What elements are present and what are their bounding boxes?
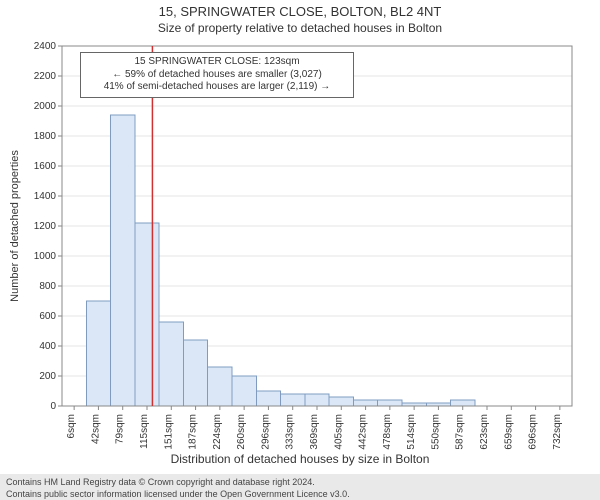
histogram-bar xyxy=(281,394,305,406)
x-tick-label: 296sqm xyxy=(260,414,271,450)
footer-line-1: Contains HM Land Registry data © Crown c… xyxy=(6,477,594,489)
x-tick-label: 514sqm xyxy=(406,414,417,450)
histogram-bar xyxy=(111,115,135,406)
x-tick-label: 550sqm xyxy=(430,414,441,450)
x-tick-label: 732sqm xyxy=(552,414,563,450)
x-tick-label: 151sqm xyxy=(163,414,174,450)
y-tick-label: 2000 xyxy=(34,101,57,112)
y-axis-label: Number of detached properties xyxy=(9,150,21,302)
x-tick-label: 260sqm xyxy=(236,414,247,450)
x-tick-label: 405sqm xyxy=(333,414,344,450)
y-tick-label: 800 xyxy=(39,281,56,292)
y-tick-label: 400 xyxy=(39,341,56,352)
y-tick-label: 600 xyxy=(39,311,56,322)
histogram-bar xyxy=(451,400,475,406)
y-tick-label: 200 xyxy=(39,371,56,382)
histogram-bar xyxy=(232,376,256,406)
histogram-bar xyxy=(183,340,207,406)
annotation-line-2: ← 59% of detached houses are smaller (3,… xyxy=(87,69,347,82)
y-tick-label: 1000 xyxy=(34,251,57,262)
x-tick-label: 369sqm xyxy=(309,414,320,450)
x-tick-label: 333sqm xyxy=(285,414,296,450)
annotation-box: 15 SPRINGWATER CLOSE: 123sqm ← 59% of de… xyxy=(80,52,354,98)
x-axis-label: Distribution of detached houses by size … xyxy=(0,452,600,466)
histogram-bar xyxy=(208,367,232,406)
annotation-line-3: 41% of semi-detached houses are larger (… xyxy=(87,81,347,94)
histogram-bar xyxy=(159,322,183,406)
y-tick-label: 2200 xyxy=(34,71,57,82)
y-tick-label: 1800 xyxy=(34,131,57,142)
histogram-bar xyxy=(86,301,110,406)
histogram-bar xyxy=(256,391,280,406)
histogram-bar xyxy=(305,394,329,406)
footer-line-2: Contains public sector information licen… xyxy=(6,489,594,500)
y-tick-label: 2400 xyxy=(34,41,57,52)
x-tick-label: 115sqm xyxy=(139,414,150,449)
x-tick-label: 623sqm xyxy=(479,414,490,450)
y-tick-label: 1200 xyxy=(34,221,57,232)
y-tick-label: 1400 xyxy=(34,191,57,202)
histogram-bar xyxy=(378,400,402,406)
histogram-bar xyxy=(135,223,159,406)
x-tick-label: 442sqm xyxy=(358,414,369,450)
x-tick-label: 478sqm xyxy=(382,414,393,450)
x-tick-label: 587sqm xyxy=(455,414,466,450)
x-tick-label: 187sqm xyxy=(188,414,199,450)
x-tick-label: 659sqm xyxy=(503,414,514,450)
y-tick-label: 1600 xyxy=(34,161,57,172)
x-tick-label: 224sqm xyxy=(212,414,223,450)
x-tick-label: 79sqm xyxy=(115,414,126,444)
histogram-bar xyxy=(329,397,353,406)
footer: Contains HM Land Registry data © Crown c… xyxy=(0,474,600,500)
x-tick-label: 696sqm xyxy=(528,414,539,450)
x-tick-label: 6sqm xyxy=(66,414,77,438)
y-tick-label: 0 xyxy=(50,401,56,412)
annotation-line-1: 15 SPRINGWATER CLOSE: 123sqm xyxy=(87,56,347,69)
histogram-bar xyxy=(353,400,377,406)
x-tick-label: 42sqm xyxy=(90,414,101,444)
chart-container: 15, SPRINGWATER CLOSE, BOLTON, BL2 4NT S… xyxy=(0,4,600,500)
